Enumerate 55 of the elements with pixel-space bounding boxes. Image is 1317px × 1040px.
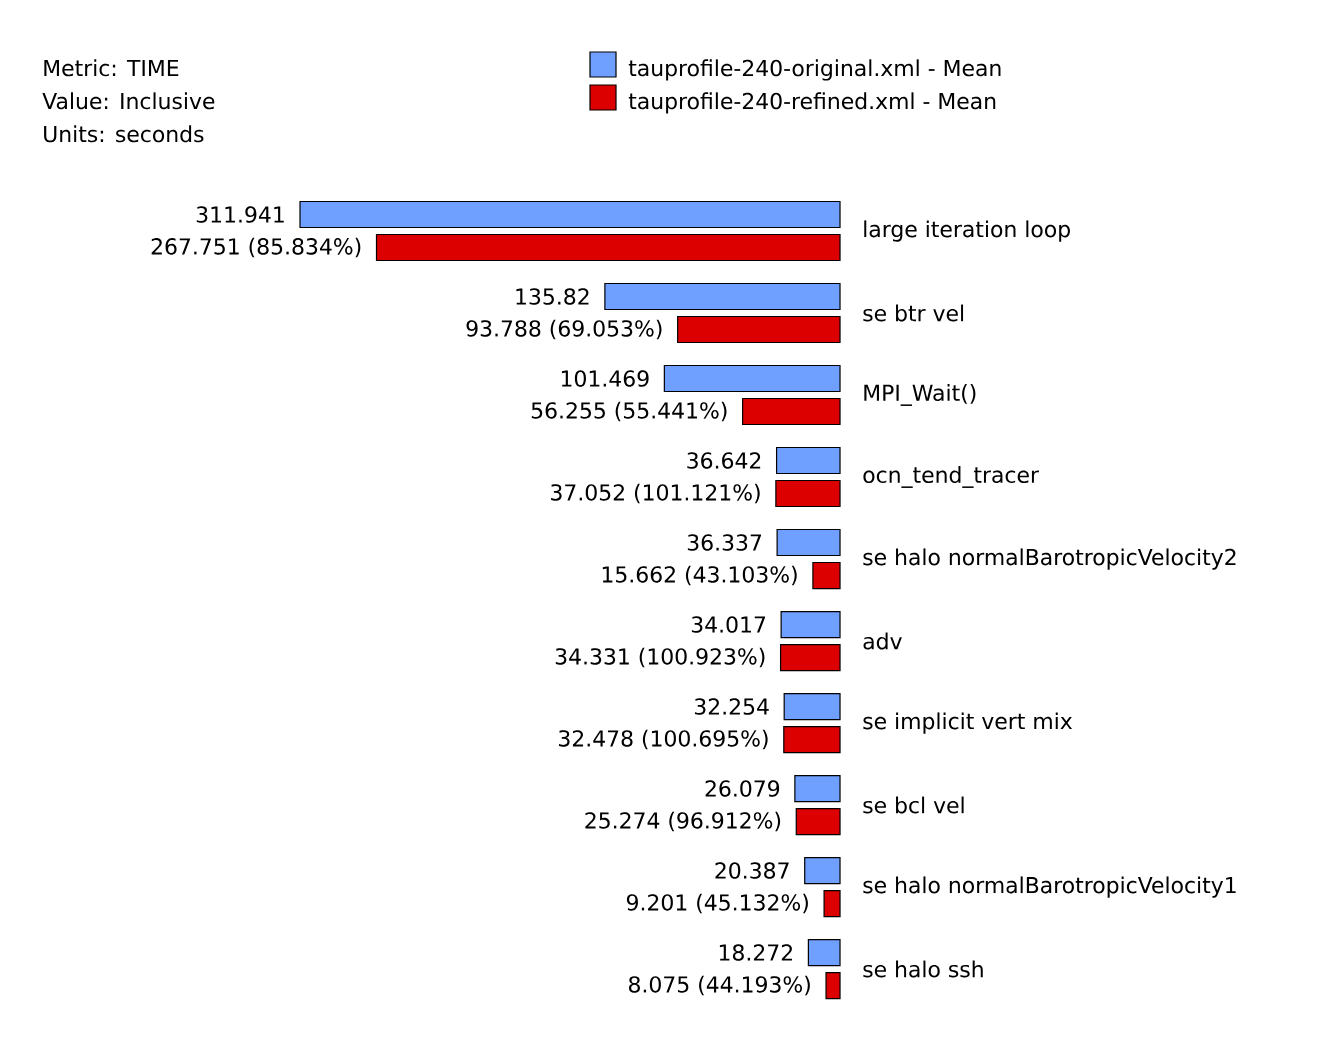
data-label: 101.469 (561, 370, 649, 387)
data-label: 32.254 (694, 698, 769, 715)
data-label: 267.751 (85.834%) (151, 237, 361, 258)
bar (776, 528, 841, 557)
bar (677, 315, 841, 344)
y-tick-label: se btr vel (863, 304, 964, 322)
legend-label: tauprofile-240-refined.xml - Mean (628, 92, 996, 114)
legend-label: tauprofile-240-original.xml - Mean (628, 59, 1001, 81)
data-label: 311.941 (196, 206, 284, 223)
y-tick-label: ocn_tend_tracer (863, 466, 1039, 488)
data-label: 9.201 (45.132%) (626, 893, 808, 914)
bar (812, 561, 841, 590)
data-label: 18.272 (719, 944, 792, 961)
bar (775, 446, 841, 475)
data-label: 56.255 (55.441%) (531, 401, 727, 422)
text: Value: Inclusive (42, 92, 215, 110)
data-label: 26.079 (705, 780, 780, 797)
bar (742, 397, 841, 426)
y-tick-label: se bcl vel (863, 796, 964, 814)
y-tick-label: se implicit vert mix (863, 712, 1073, 734)
bar (375, 233, 841, 262)
data-label: 15.662 (43.103%) (602, 565, 797, 586)
y-tick-label: se halo normalBarotropicVelocity1 (863, 876, 1236, 898)
bar (825, 971, 841, 1000)
bar (783, 692, 841, 721)
data-label: 25.274 (96.912%) (585, 811, 781, 832)
data-label: 20.387 (715, 862, 789, 879)
text: Units: seconds (44, 125, 204, 143)
y-tick-label: MPI_Wait() (864, 384, 976, 406)
bar (795, 807, 841, 836)
bar (780, 610, 841, 639)
bar (804, 856, 841, 885)
bar (604, 282, 841, 311)
data-label: 135.82 (516, 288, 589, 305)
data-label: 37.052 (101.121%) (551, 483, 760, 504)
data-label: 36.337 (687, 534, 762, 551)
y-tick-label: se halo ssh (863, 960, 983, 978)
text: Metric: TIME (44, 59, 179, 77)
data-label: 34.331 (100.923%) (555, 647, 765, 668)
bar (807, 938, 841, 967)
bar (775, 479, 841, 508)
bar (823, 889, 841, 918)
y-tick-label: large iteration loop (864, 220, 1070, 242)
data-label: 36.642 (687, 452, 761, 469)
bar (299, 200, 841, 229)
data-label: 93.788 (69.053%) (466, 319, 662, 340)
y-tick-label: se halo normalBarotropicVelocity2 (863, 548, 1236, 570)
bar (794, 774, 841, 803)
bar (783, 725, 841, 754)
data-label: 8.075 (44.193%) (628, 975, 810, 996)
data-label: 32.478 (100.695%) (559, 729, 768, 750)
bar (779, 643, 841, 672)
bar (663, 364, 841, 393)
y-tick-label: adv (863, 632, 902, 650)
data-label: 34.017 (691, 616, 766, 633)
